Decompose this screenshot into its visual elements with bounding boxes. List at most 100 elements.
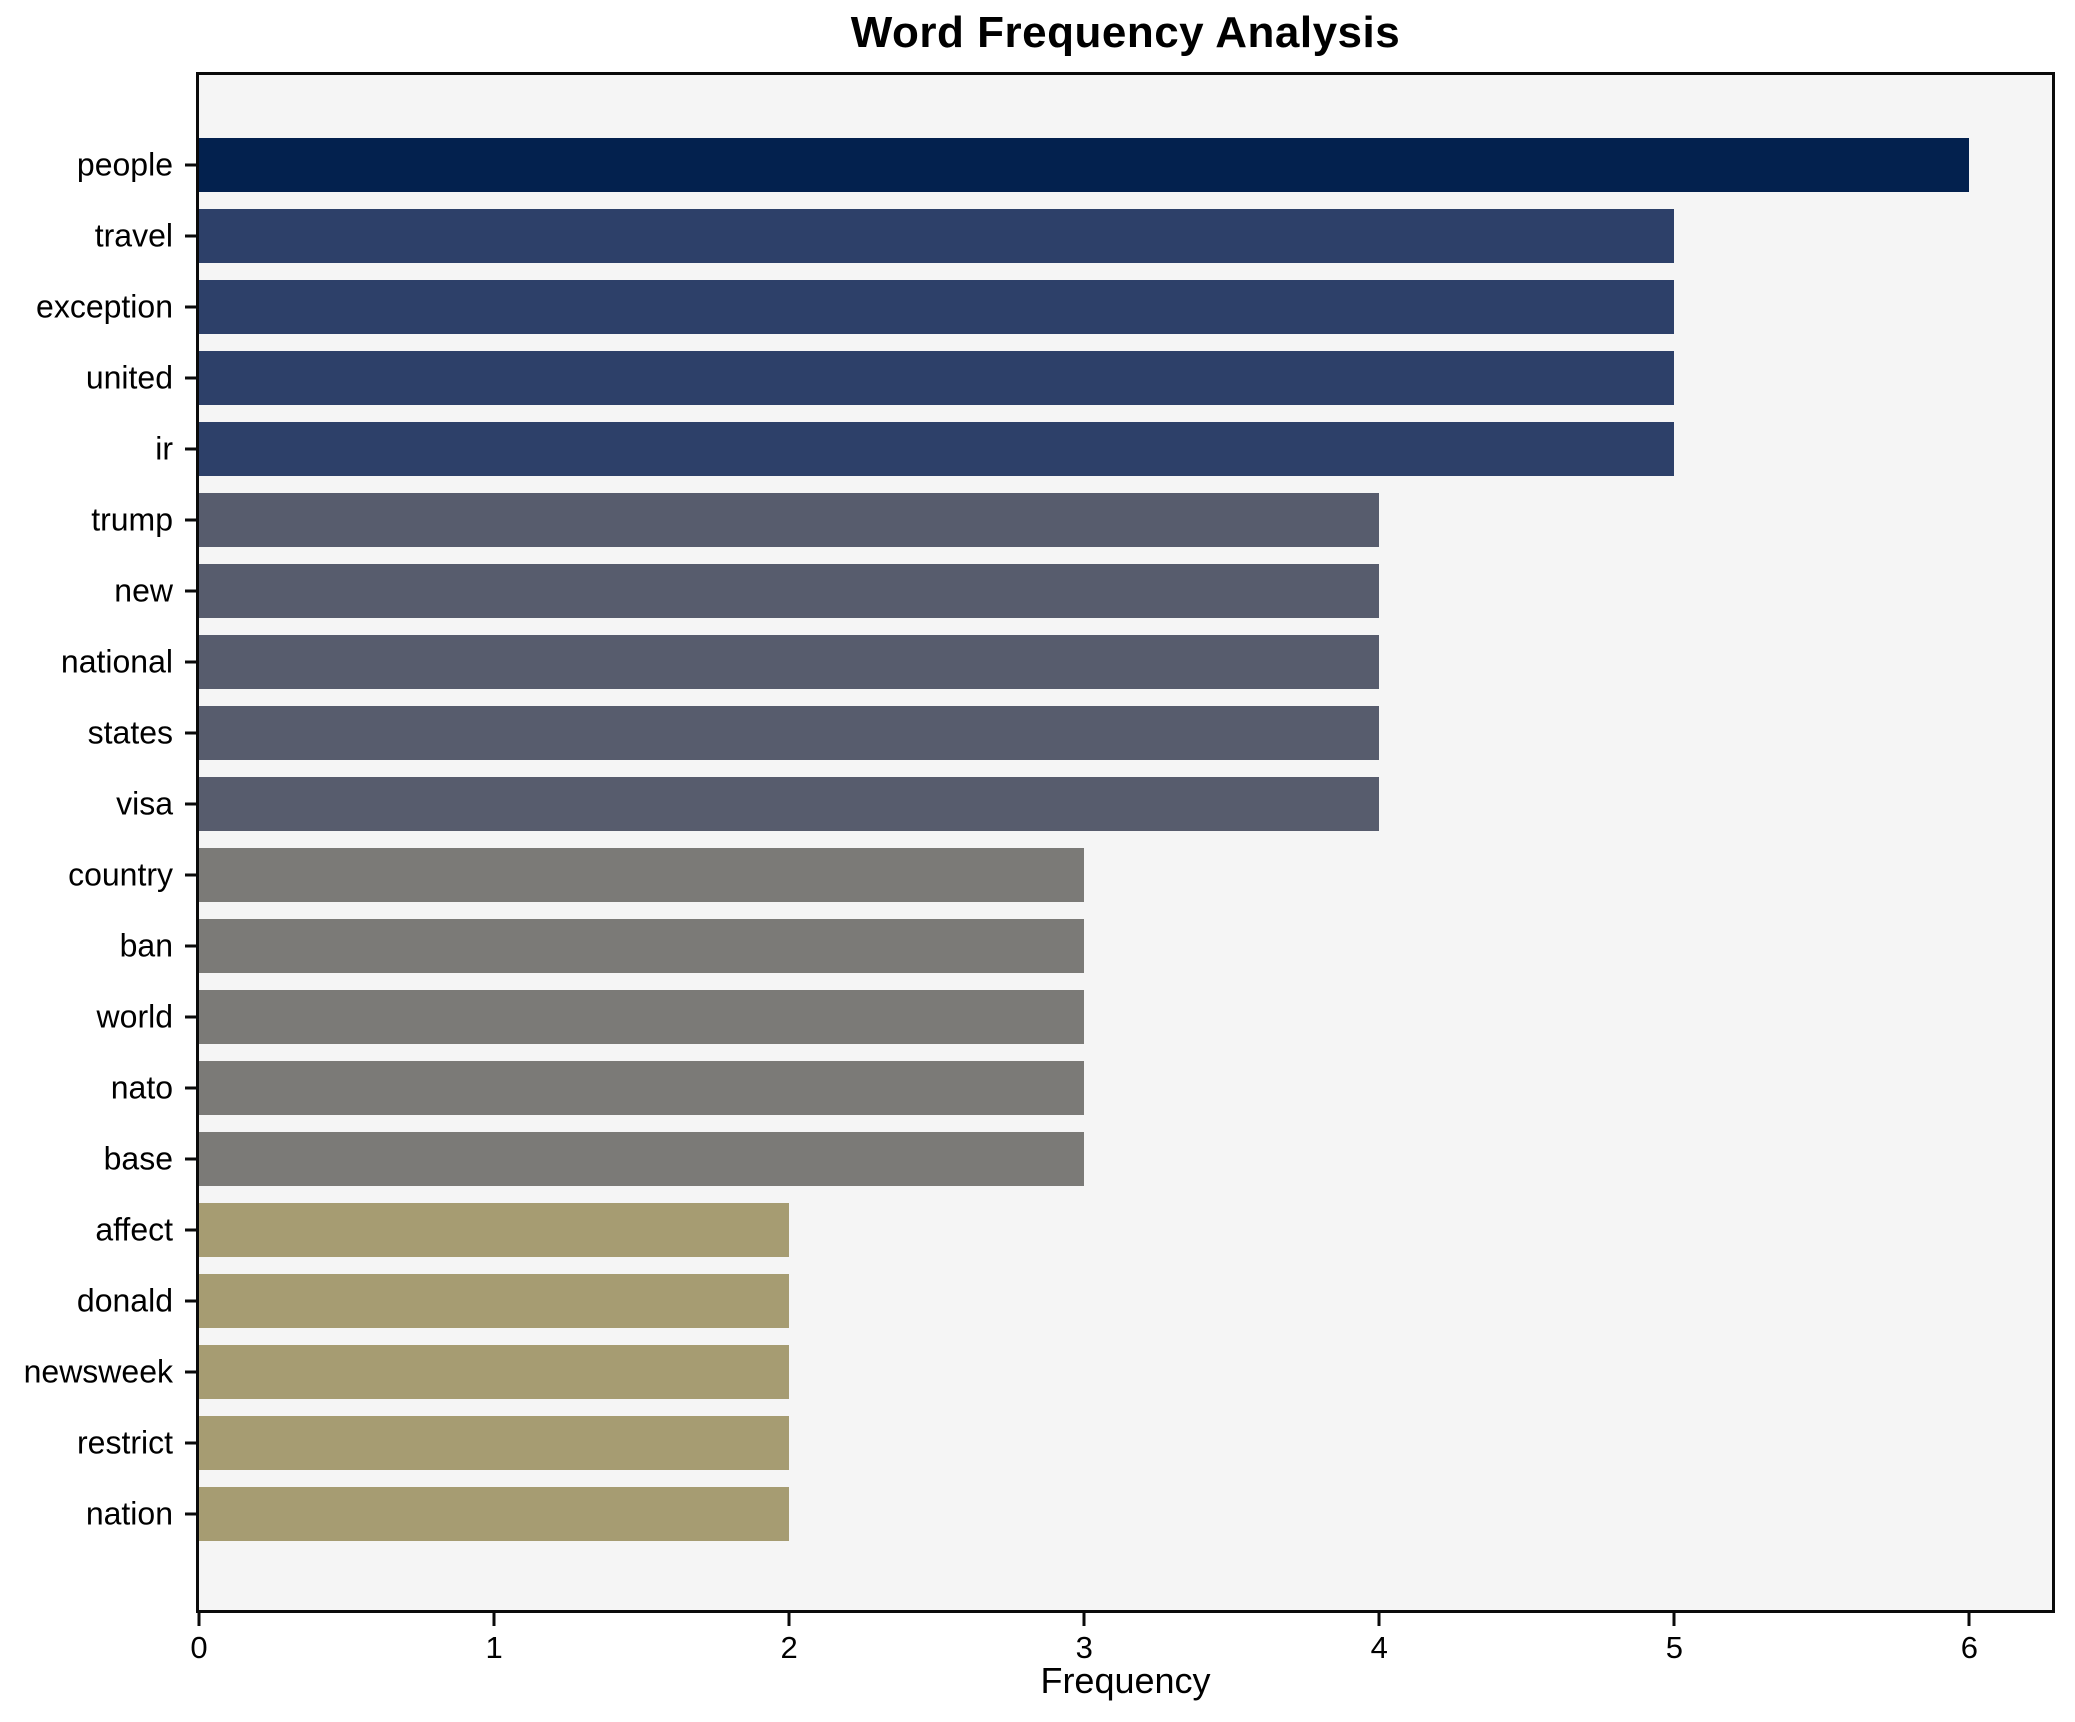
bar-row: travel [95,200,2052,271]
y-tick-label: restrict [77,1424,173,1461]
bar-row: country [68,839,2052,910]
bar-row: states [88,697,2052,768]
y-tick-label: new [114,572,173,609]
y-tick-mark [185,589,196,593]
bar [199,705,1380,760]
bar [199,563,1380,618]
x-tick-mark [1377,1613,1381,1626]
y-tick-label: exception [36,288,173,325]
bars-container: people travel exception united ir trump new nat… [24,129,2052,1550]
y-tick-label: donald [76,1282,173,1319]
y-tick-mark [185,234,196,238]
bar [199,492,1380,547]
x-tick-mark [1082,1613,1086,1626]
y-tick-label: ir [155,430,173,467]
bar-row: ir [155,413,2052,484]
y-tick-label: national [60,643,173,680]
x-tick-label: 6 [1960,1630,1978,1665]
x-tick-label: 0 [190,1630,208,1665]
bar [199,350,1675,405]
bar [199,1061,1085,1116]
y-tick-label: ban [119,927,173,964]
x-tick-label: 1 [485,1630,503,1665]
y-tick-label: newsweek [23,1353,173,1390]
bar [199,137,1970,192]
bar [199,421,1675,476]
y-tick-mark [185,873,196,877]
bar-row: united [86,342,2052,413]
bar-row: visa [116,768,2052,839]
y-tick-mark [185,447,196,451]
x-tick-mark [1967,1613,1971,1626]
bar [199,1487,790,1542]
bar [199,776,1380,831]
bar-row: restrict [77,1408,2052,1479]
bar-row: new [114,555,2052,626]
bar [199,279,1675,334]
y-tick-mark [185,1370,196,1374]
bar [199,990,1085,1045]
bar [199,847,1085,902]
bar [199,1345,790,1400]
y-tick-label: affect [95,1211,173,1248]
y-tick-label: united [85,359,173,396]
x-tick-label: 3 [1075,1630,1093,1665]
bar [199,208,1675,263]
bar [199,1416,790,1471]
x-tick-label: 2 [780,1630,798,1665]
x-tick-mark [197,1613,201,1626]
bar-row: national [61,626,2052,697]
y-tick-label: travel [94,217,173,254]
y-tick-label: world [96,998,173,1035]
y-tick-mark [185,731,196,735]
x-tick-mark [1672,1613,1676,1626]
y-tick-label: nato [110,1069,173,1106]
bar [199,1132,1085,1187]
y-tick-mark [185,163,196,167]
y-tick-mark [185,518,196,522]
bar [199,1274,790,1329]
plot-area: people travel exception united ir trump new nat… [24,72,2055,1613]
bar-row: nato [111,1053,2052,1124]
y-tick-mark [185,802,196,806]
x-tick-mark [492,1613,496,1626]
y-tick-label: trump [91,501,173,538]
y-tick-mark [185,1157,196,1161]
bar-row: affect [95,1195,2052,1266]
y-tick-mark [185,1086,196,1090]
y-tick-mark [185,1015,196,1019]
bar-row: people [77,129,2052,200]
bar [199,919,1085,974]
x-tick-mark [787,1613,791,1626]
bar-row: donald [77,1266,2052,1337]
y-tick-label: people [76,146,173,183]
bar-row: base [104,1124,2052,1195]
chart-title: Word Frequency Analysis [850,8,1401,57]
y-tick-label: country [68,856,173,893]
bar-row: nation [86,1479,2052,1550]
bar-row: world [97,982,2052,1053]
y-tick-mark [185,1512,196,1516]
x-axis-label: Frequency [1040,1660,1211,1701]
x-axis: 0 1 2 3 4 5 6 [190,1613,2052,1673]
y-tick-label: base [103,1140,173,1177]
bar-row: exception [36,271,2052,342]
bar-row: trump [91,484,2052,555]
x-tick-label: 5 [1665,1630,1683,1665]
y-tick-label: nation [85,1495,173,1532]
bar [199,1203,790,1258]
bar-row: ban [120,911,2052,982]
x-tick-label: 4 [1370,1630,1388,1665]
y-tick-mark [185,1441,196,1445]
y-tick-mark [185,1299,196,1303]
y-tick-label: visa [116,785,173,822]
y-tick-mark [185,305,196,309]
y-tick-label: states [87,714,173,751]
bar [199,634,1380,689]
bar-row: newsweek [24,1337,2052,1408]
y-tick-mark [185,660,196,664]
y-tick-mark [185,376,196,380]
y-tick-mark [185,1228,196,1232]
y-tick-mark [185,944,196,948]
